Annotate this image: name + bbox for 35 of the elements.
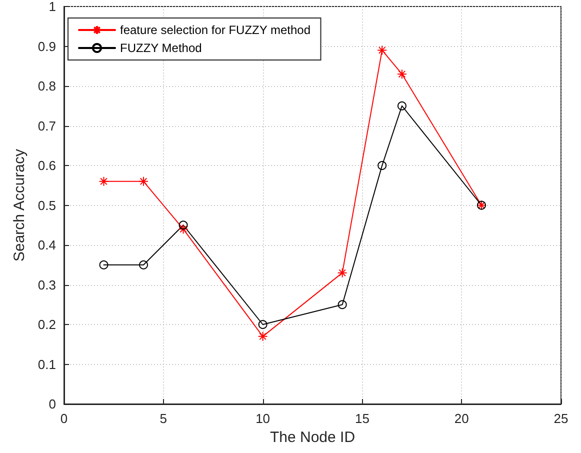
point — [338, 300, 347, 310]
x-tick-label: 0 — [60, 411, 68, 426]
x-tick-label: 5 — [160, 411, 168, 426]
point — [377, 45, 388, 56]
x-tick-label: 15 — [354, 411, 370, 426]
y-tick-label: 1 — [48, 0, 56, 14]
y-axis-title: Search Accuracy — [11, 148, 28, 262]
x-tick-label: 10 — [256, 411, 270, 426]
y-tick-label: 0.9 — [38, 38, 56, 54]
point — [99, 260, 108, 270]
y-tick-label: 0.2 — [38, 317, 56, 332]
point — [178, 224, 188, 234]
y-tick-label: 0.8 — [38, 78, 56, 94]
legend-label: FUZZY Method — [120, 41, 202, 55]
point — [258, 331, 268, 342]
x-tick-label: 20 — [454, 411, 469, 426]
point — [397, 101, 406, 110]
y-tick-label: 0.5 — [38, 198, 56, 213]
y-tick-label: 0.6 — [38, 158, 56, 173]
y-tick-label: 0 — [48, 396, 56, 412]
y-tick-label: 0.1 — [38, 356, 56, 372]
point — [258, 320, 268, 329]
y-tick-label: 0.7 — [38, 118, 56, 134]
x-tick-label: 25 — [554, 411, 568, 426]
y-tick-label: 0.3 — [38, 277, 56, 292]
point — [178, 220, 188, 230]
point — [378, 161, 387, 170]
point — [337, 268, 348, 278]
y-tick-label: 0.4 — [38, 238, 56, 252]
point — [396, 69, 407, 80]
point — [139, 260, 148, 270]
point — [98, 176, 109, 186]
x-axis-title: The Node ID — [270, 429, 356, 446]
point — [138, 176, 149, 186]
legend-label: feature selection for FUZZY method — [120, 23, 311, 37]
